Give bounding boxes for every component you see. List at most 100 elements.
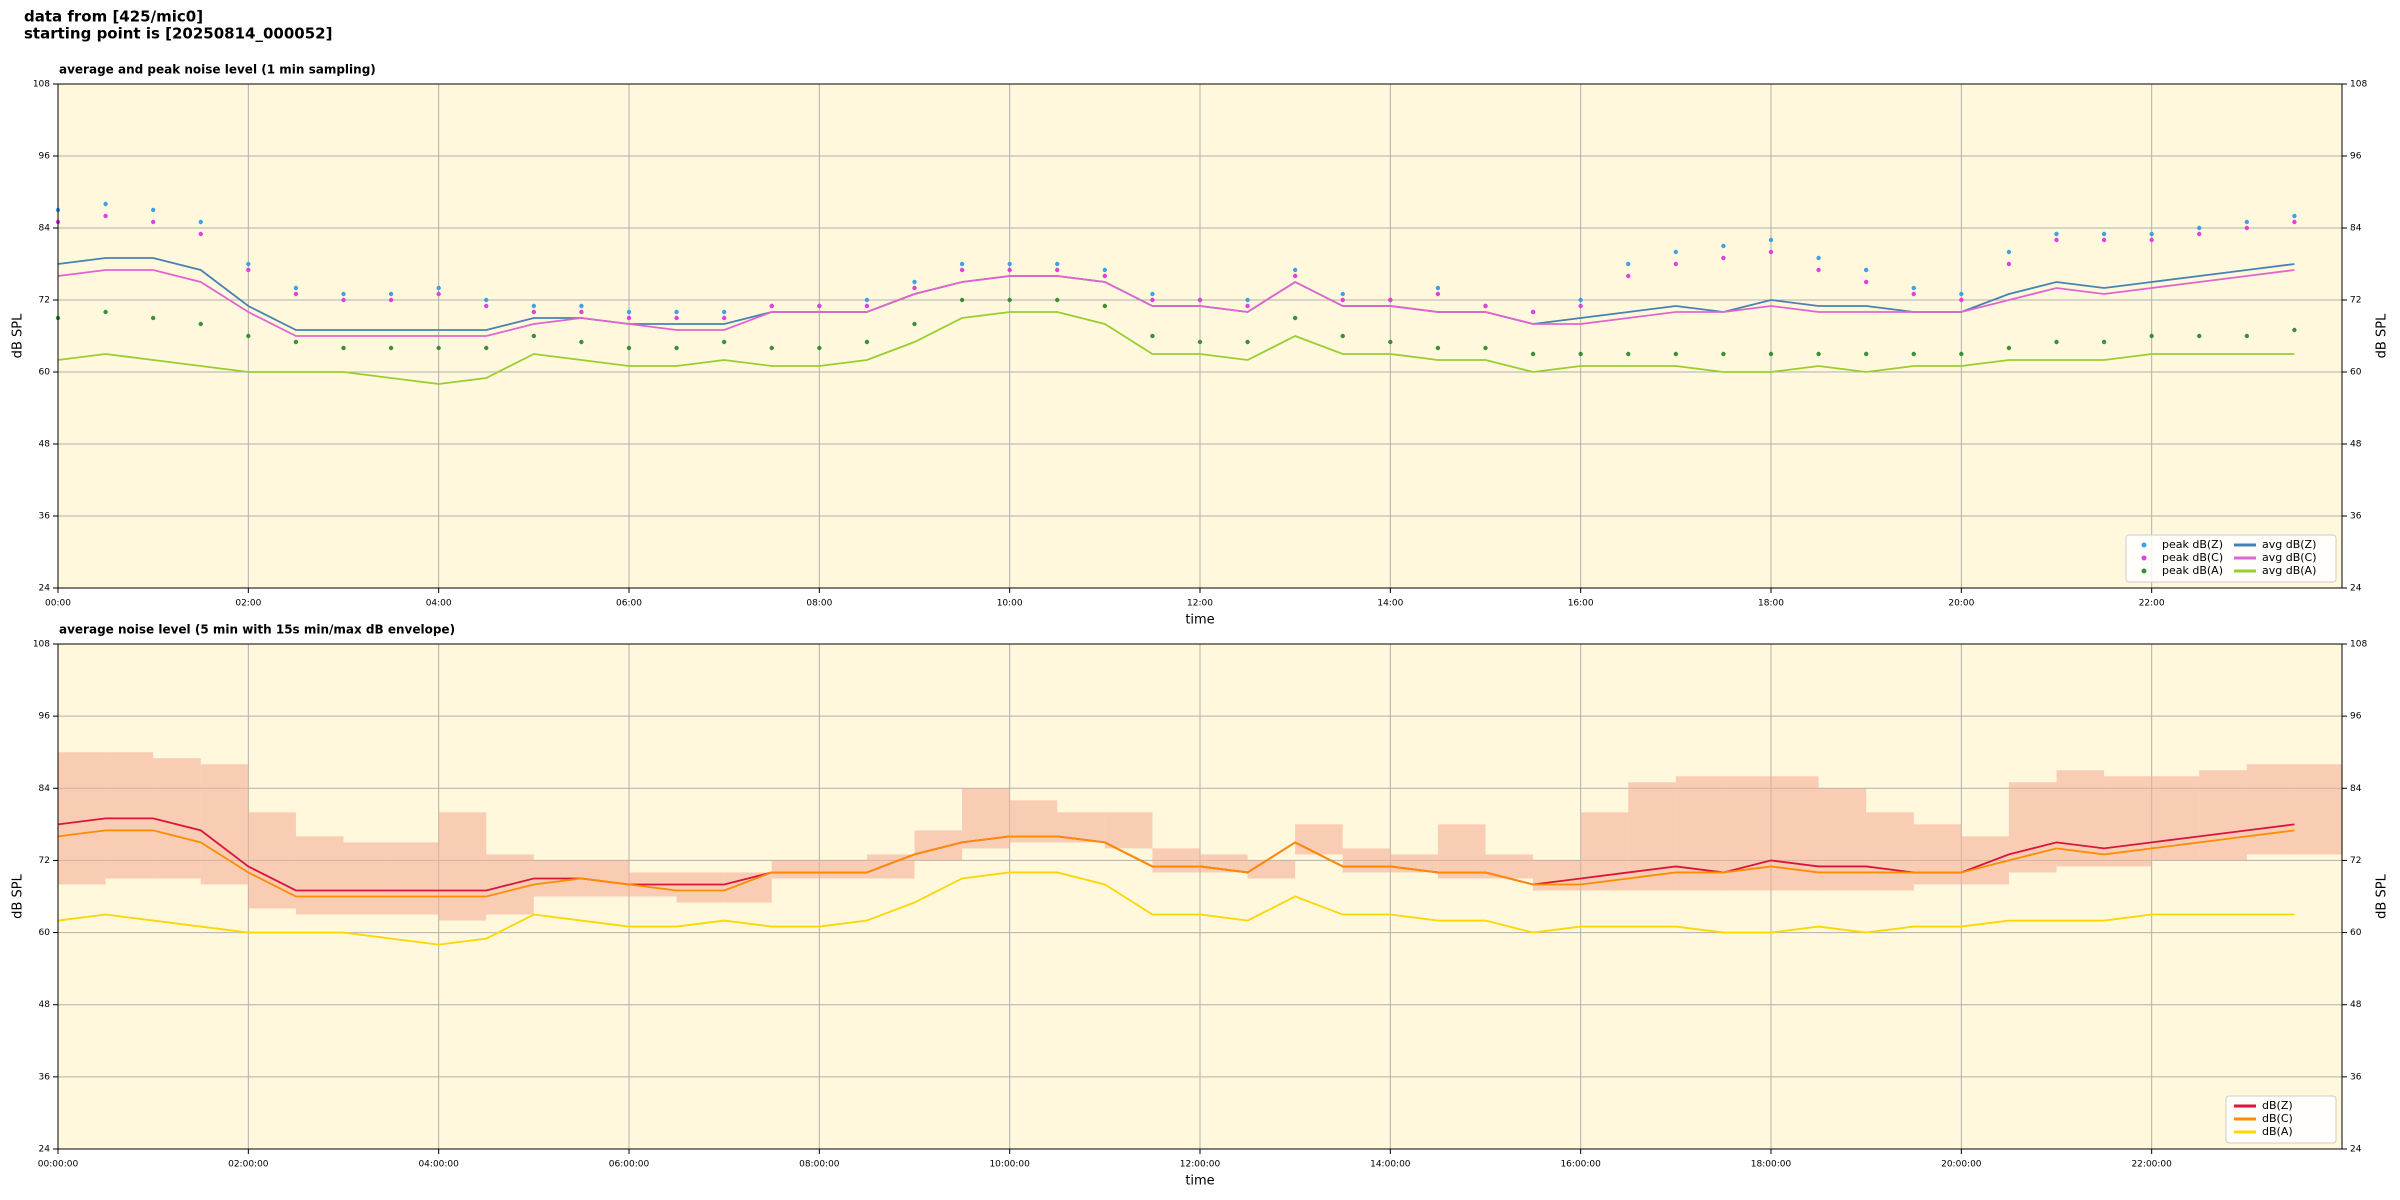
peak-marker bbox=[674, 309, 679, 315]
y-tick-label: 24 bbox=[2350, 1145, 2362, 1155]
peak-marker bbox=[198, 231, 203, 237]
envelope bbox=[1009, 800, 1058, 843]
x-tick-label: 08:00 bbox=[806, 599, 832, 609]
envelope bbox=[1723, 776, 1771, 891]
peak-marker bbox=[1721, 243, 1726, 249]
peak-marker bbox=[341, 297, 346, 303]
peak-marker bbox=[1578, 351, 1583, 357]
x-tick-label: 00:00:00 bbox=[38, 1160, 79, 1170]
x-tick-label: 22:00:00 bbox=[2131, 1160, 2172, 1170]
series-line bbox=[57, 871, 2295, 946]
series-line bbox=[57, 311, 2295, 385]
peak-marker bbox=[1007, 267, 1012, 273]
x-tick-label: 14:00 bbox=[1377, 599, 1403, 609]
y-axis-label: dB SPL bbox=[11, 873, 26, 918]
envelope bbox=[200, 764, 249, 885]
peak-marker bbox=[2006, 249, 2012, 255]
x-tick-label: 04:00:00 bbox=[418, 1160, 459, 1170]
legend-box bbox=[2125, 534, 2337, 583]
envelope bbox=[1437, 824, 1486, 879]
y-tick-label: 48 bbox=[39, 440, 51, 450]
y-tick-label: 108 bbox=[33, 640, 50, 650]
y-tick-label: 36 bbox=[39, 1072, 51, 1082]
envelope bbox=[105, 752, 154, 879]
y-tick-label: 48 bbox=[39, 1000, 51, 1010]
peak-marker bbox=[246, 333, 251, 339]
envelope bbox=[2056, 770, 2105, 867]
envelope bbox=[248, 812, 296, 909]
plot-frame bbox=[57, 643, 2343, 1150]
peak-marker bbox=[1435, 345, 1441, 351]
y-axis-label: dB SPL bbox=[11, 313, 26, 358]
envelope bbox=[2008, 782, 2057, 873]
peak-marker bbox=[959, 297, 965, 303]
peak-marker bbox=[1150, 297, 1155, 303]
peak-marker bbox=[388, 345, 394, 351]
peak-marker bbox=[721, 339, 727, 345]
peak-marker bbox=[2149, 237, 2154, 243]
y-tick-label: 72 bbox=[2350, 296, 2361, 306]
peak-marker bbox=[2054, 237, 2059, 243]
peak-marker bbox=[1197, 297, 1203, 303]
peak-marker bbox=[1197, 339, 1203, 345]
peak-marker bbox=[1435, 291, 1441, 297]
peak-marker bbox=[1721, 351, 1726, 357]
peak-marker bbox=[817, 345, 822, 351]
peak-marker bbox=[959, 267, 965, 273]
series-line bbox=[57, 829, 2295, 898]
peak-marker bbox=[293, 339, 299, 345]
peak-marker bbox=[436, 345, 441, 351]
y-tick-label: 96 bbox=[2350, 152, 2362, 162]
legend-label: avg dB(A) bbox=[2262, 564, 2316, 577]
peak-marker bbox=[246, 267, 251, 273]
peak-marker bbox=[341, 345, 346, 351]
peak-marker bbox=[1863, 279, 1869, 285]
peak-marker bbox=[579, 339, 584, 345]
peak-marker bbox=[1626, 351, 1631, 357]
legend-label: peak dB(C) bbox=[2162, 551, 2223, 564]
peak-marker bbox=[1055, 297, 1060, 303]
peak-marker bbox=[1721, 255, 1726, 261]
peak-marker bbox=[198, 219, 203, 225]
peak-marker bbox=[721, 315, 727, 321]
peak-marker bbox=[1340, 333, 1345, 339]
x-tick-label: 14:00:00 bbox=[1370, 1160, 1411, 1170]
legend-marker bbox=[2141, 568, 2147, 574]
peak-marker bbox=[1388, 339, 1393, 345]
peak-marker bbox=[1340, 291, 1345, 297]
x-tick-label: 02:00:00 bbox=[228, 1160, 269, 1170]
peak-marker bbox=[864, 303, 870, 309]
y-tick-label: 60 bbox=[39, 368, 51, 378]
x-tick-label: 18:00:00 bbox=[1751, 1160, 1792, 1170]
envelope bbox=[1771, 776, 1819, 891]
peak-marker bbox=[2149, 231, 2154, 237]
peak-marker bbox=[103, 309, 108, 315]
peak-marker bbox=[1816, 351, 1821, 357]
x-tick-label: 10:00 bbox=[997, 599, 1023, 609]
peak-marker bbox=[1150, 291, 1155, 297]
envelope bbox=[343, 842, 392, 915]
envelope bbox=[1104, 812, 1153, 849]
y-tick-label: 84 bbox=[39, 784, 51, 794]
peak-marker bbox=[531, 309, 537, 315]
x-axis-label: time bbox=[1185, 613, 1214, 628]
y-tick-label: 108 bbox=[2350, 640, 2367, 650]
peak-marker bbox=[1578, 297, 1583, 303]
peak-marker bbox=[1768, 249, 1774, 255]
x-tick-label: 12:00 bbox=[1187, 599, 1213, 609]
envelope bbox=[1247, 860, 1296, 879]
y-tick-label: 60 bbox=[39, 928, 51, 938]
header-source: data from [425/mic0] bbox=[24, 8, 203, 26]
peak-marker bbox=[1292, 315, 1298, 321]
peak-marker bbox=[103, 213, 108, 219]
peak-marker bbox=[1911, 291, 1916, 297]
x-tick-label: 02:00 bbox=[235, 599, 261, 609]
envelope bbox=[1913, 824, 1962, 885]
peak-marker bbox=[579, 309, 584, 315]
legend-label: avg dB(Z) bbox=[2262, 538, 2316, 551]
x-tick-label: 06:00 bbox=[616, 599, 642, 609]
y-tick-label: 24 bbox=[39, 1145, 51, 1155]
y-tick-label: 96 bbox=[39, 712, 51, 722]
peak-marker bbox=[1245, 297, 1250, 303]
peak-marker bbox=[2197, 225, 2202, 231]
